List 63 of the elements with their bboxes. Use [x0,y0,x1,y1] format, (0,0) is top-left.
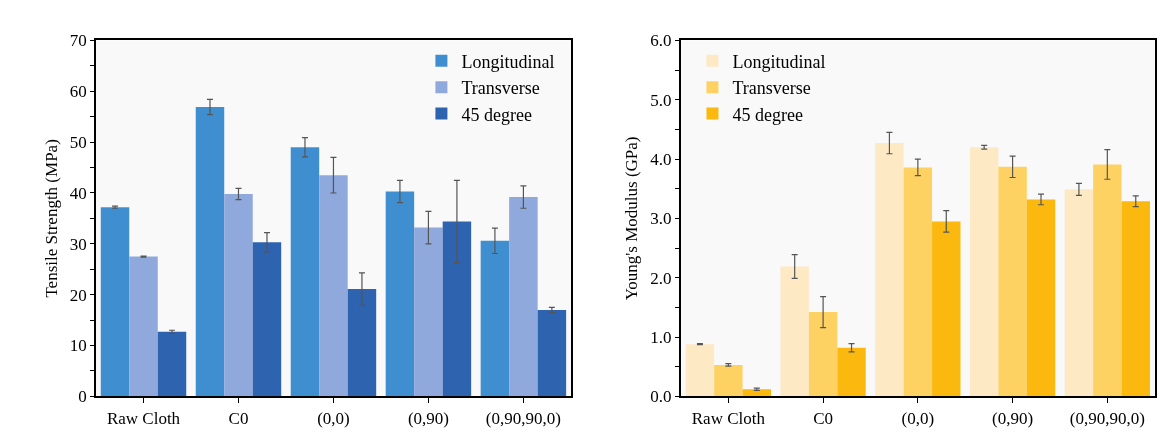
bar [685,344,715,397]
x-tick-label: (0,90) [407,408,449,428]
bar [780,266,809,397]
bar [998,166,1027,397]
y-tick-label: 40 [69,183,87,203]
bar [808,312,838,397]
legend-label: Transverse [461,78,540,99]
y-tick-label: 50 [69,133,87,153]
bar [1026,199,1056,397]
y-axis-title: Young's Modulus (GPa) [622,136,642,301]
bar [157,331,187,397]
legend-label: Transverse [732,78,811,99]
bar [480,240,510,397]
x-tick-label: (0,0) [317,408,350,428]
x-tick-label: (0,90) [992,408,1034,428]
x-tick-label: (0,0) [901,408,935,428]
bar [742,389,771,397]
bar [414,227,443,397]
bar [1121,201,1150,397]
y-tick-label: 5.0 [650,90,672,110]
y-tick-label: 6.0 [650,31,672,51]
legend-label: 45 degree [732,104,803,125]
y-tick-label: 1.0 [650,327,672,347]
legend-label: Longitudinal [732,51,826,72]
bar [195,107,225,397]
y-tick-label: 0.0 [650,387,672,407]
bar [129,256,158,397]
bar [714,364,743,397]
bar [100,207,130,397]
bar [903,167,933,397]
bar [1064,189,1094,397]
bar [347,289,377,397]
x-tick-label: (0,90,90,0) [1069,408,1145,428]
y-tick-label: 2.0 [650,268,672,288]
x-tick-label: Raw Cloth [691,408,766,428]
x-tick-label: C0 [813,408,834,428]
bar [837,347,866,397]
bar [932,221,961,397]
bar [1093,164,1122,397]
bar [509,197,538,397]
bar [224,194,253,397]
x-tick-label: Raw Cloth [106,408,181,428]
bar [319,175,348,397]
bar [385,191,415,397]
bar [290,147,320,397]
y-tick-label: 3.0 [650,209,672,229]
y-tick-label: 30 [69,234,87,254]
legend-label: Longitudinal [461,51,555,72]
x-tick-label: C0 [228,408,249,428]
bar [252,242,282,397]
bar [969,147,999,397]
bar [537,309,567,397]
bar [442,221,472,397]
y-tick-label: 4.0 [650,150,672,170]
y-tick-label: 10 [69,336,87,356]
x-tick-label: (0,90,90,0) [485,408,561,428]
legend-label: 45 degree [461,104,532,125]
bar [875,143,904,397]
y-tick-label: 0 [78,387,87,407]
y-tick-label: 20 [69,285,87,305]
y-tick-label: 70 [69,31,87,51]
y-tick-label: 60 [69,82,87,102]
y-axis-title: Tensile Strength (MPa) [41,139,61,298]
